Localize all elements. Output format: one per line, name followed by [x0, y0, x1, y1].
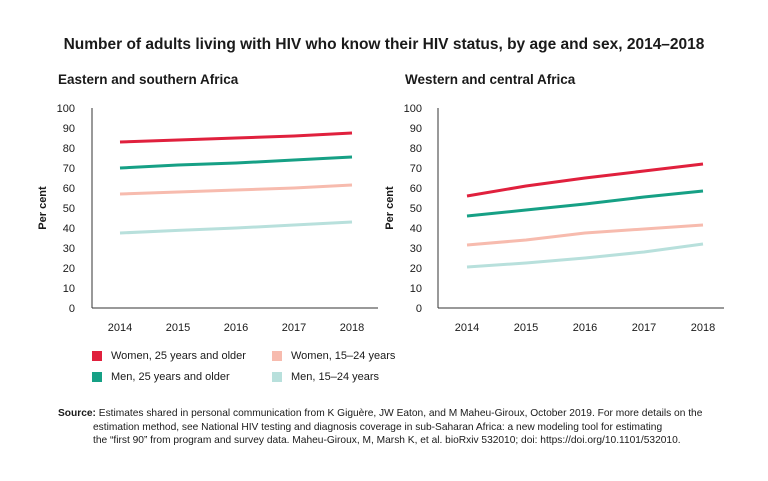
y-tick-label: 0: [416, 303, 422, 315]
legend: Women, 25 years and older Women, 15–24 y…: [92, 350, 412, 390]
y-tick-label: 50: [63, 203, 75, 215]
source-line-3: the “first 90” from program and survey d…: [93, 435, 681, 446]
y-tick-label: 40: [410, 223, 422, 235]
x-tick-label: 2015: [514, 322, 538, 334]
y-tick-label: 100: [57, 103, 75, 115]
y-tick-label: 10: [410, 283, 422, 295]
y-tick-label: 30: [410, 243, 422, 255]
y-tick-label: 70: [63, 163, 75, 175]
series-line-eastern-southern-2: [119, 183, 353, 196]
x-tick-label: 2017: [632, 322, 656, 334]
y-tick-label: 40: [63, 223, 75, 235]
legend-label: Women, 25 years and older: [111, 350, 246, 362]
legend-item-women-25plus: Women, 25 years and older: [92, 350, 246, 362]
x-tick-label: 2014: [455, 322, 479, 334]
y-tick-label: 60: [410, 183, 422, 195]
y-tick-label: 20: [63, 263, 75, 275]
series-line-western-central-3: [466, 242, 704, 269]
source-line-2: estimation method, see National HIV test…: [93, 421, 663, 433]
legend-swatch: [272, 351, 282, 361]
x-tick-label: 2017: [282, 322, 306, 334]
y-tick-label: 0: [69, 303, 75, 315]
source-line-1: Estimates shared in personal communicati…: [98, 408, 703, 419]
series-line-western-central-0: [466, 162, 704, 198]
panel-title-western-central: Western and central Africa: [405, 72, 576, 87]
legend-swatch: [92, 372, 102, 382]
legend-item-men-25plus: Men, 25 years and older: [92, 371, 230, 383]
y-axis-label: Per cent: [384, 186, 396, 230]
y-tick-label: 20: [410, 263, 422, 275]
chart-title: Number of adults living with HIV who kno…: [63, 36, 705, 53]
y-tick-label: 70: [410, 163, 422, 175]
x-tick-label: 2016: [224, 322, 248, 334]
legend-label: Women, 15–24 years: [291, 350, 396, 362]
x-tick-label: 2018: [340, 322, 364, 334]
legend-item-women-15-24: Women, 15–24 years: [272, 350, 395, 362]
series-line-eastern-southern-1: [119, 155, 353, 170]
legend-label: Men, 15–24 years: [291, 371, 380, 383]
y-tick-label: 90: [410, 123, 422, 135]
y-tick-label: 80: [410, 143, 422, 155]
series-line-eastern-southern-3: [119, 220, 353, 235]
panel-title-eastern-southern: Eastern and southern Africa: [58, 72, 239, 87]
series-line-western-central-1: [466, 189, 704, 218]
legend-item-men-15-24: Men, 15–24 years: [272, 371, 379, 383]
source-label: Source:: [58, 408, 96, 419]
y-tick-label: 90: [63, 123, 75, 135]
y-axis-label: Per cent: [37, 186, 49, 230]
y-tick-label: 10: [63, 283, 75, 295]
y-tick-label: 80: [63, 143, 75, 155]
y-tick-label: 30: [63, 243, 75, 255]
legend-label: Men, 25 years and older: [111, 371, 230, 383]
legend-swatch: [272, 372, 282, 382]
x-tick-label: 2015: [166, 322, 190, 334]
x-tick-label: 2014: [108, 322, 132, 334]
source-note: Source: Estimates shared in personal com…: [58, 407, 728, 448]
x-tick-label: 2018: [691, 322, 715, 334]
series-line-western-central-2: [466, 223, 704, 247]
legend-swatch: [92, 351, 102, 361]
y-tick-label: 100: [404, 103, 422, 115]
x-tick-label: 2016: [573, 322, 597, 334]
y-tick-label: 50: [410, 203, 422, 215]
series-line-eastern-southern-0: [119, 131, 353, 144]
y-tick-label: 60: [63, 183, 75, 195]
